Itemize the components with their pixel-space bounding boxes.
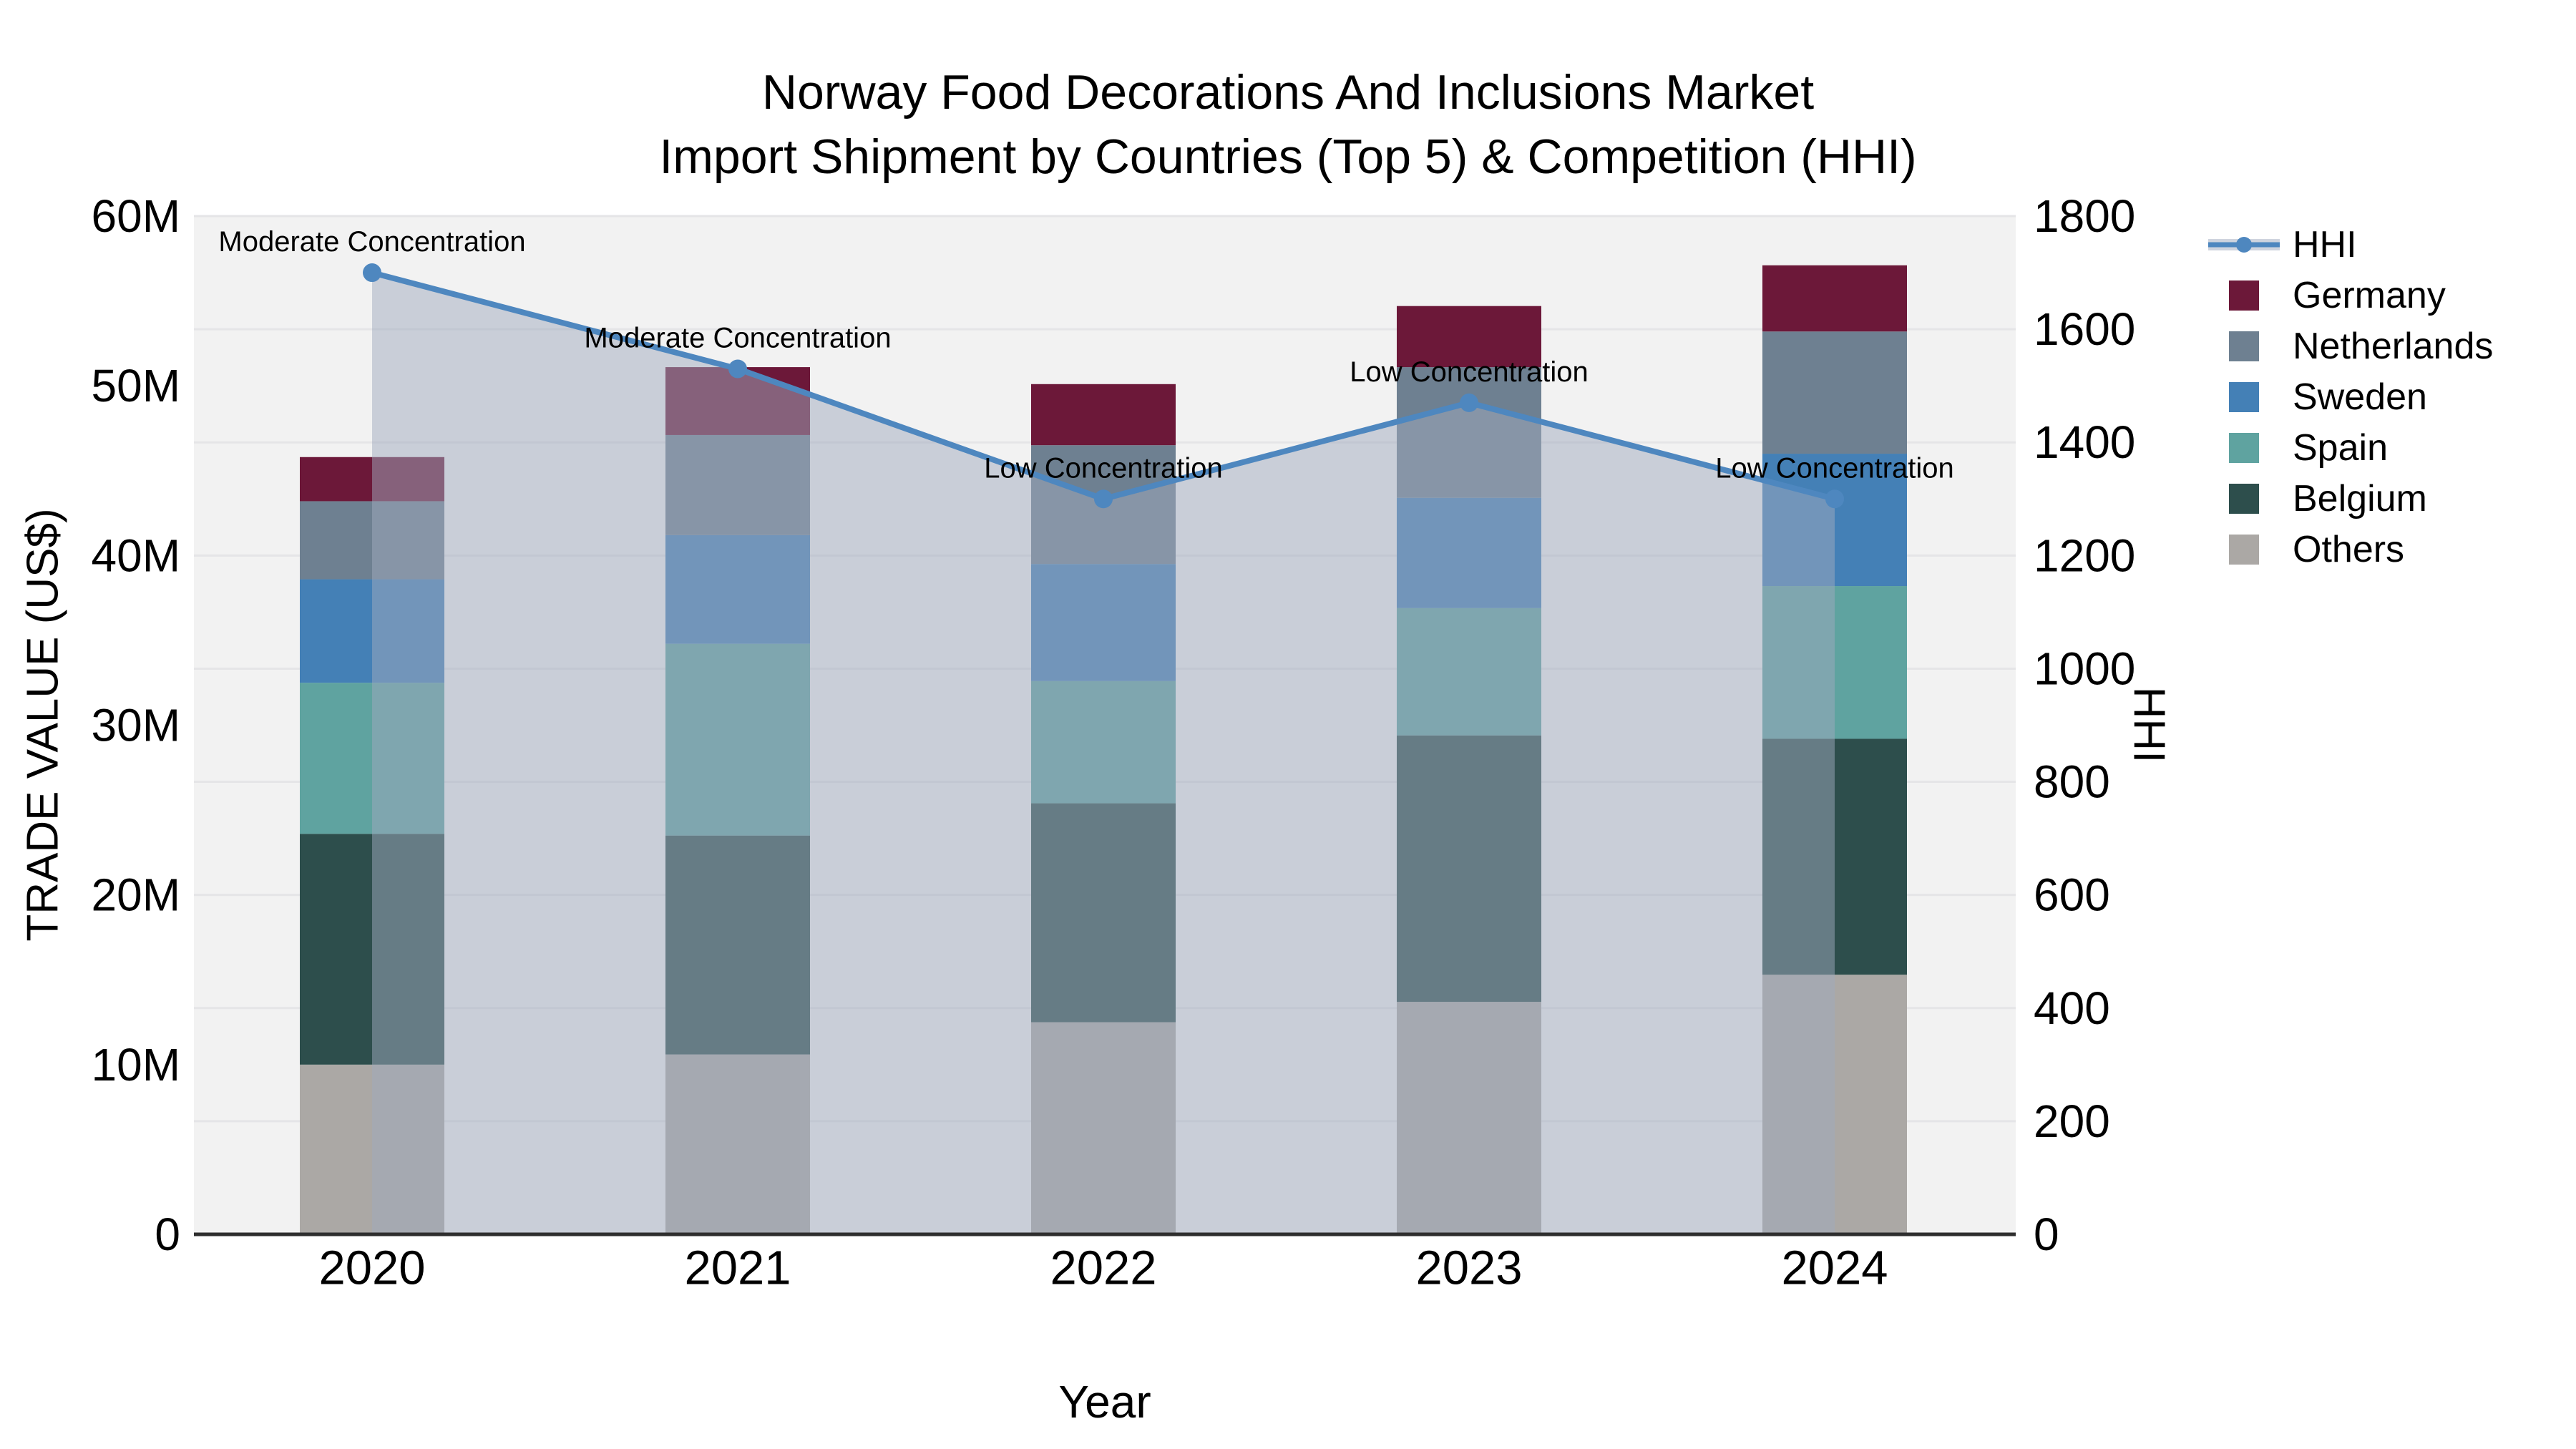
color-swatch-belgium: [2228, 482, 2260, 515]
y-right-tick-1800: 1800: [2034, 190, 2135, 242]
y-left-tick-50M: 50M: [92, 360, 181, 411]
legend-label: Sweden: [2293, 376, 2427, 418]
hhi-marker-2022[interactable]: [1094, 489, 1113, 509]
color-swatch-netherlands: [2228, 329, 2260, 363]
x-tick-2022: 2022: [1050, 1241, 1156, 1295]
x-axis-title: Year: [1058, 1376, 1151, 1428]
legend-label: Belgium: [2293, 477, 2427, 519]
legend-swatch-icon: [2208, 329, 2280, 363]
annotation-2020: Moderate Concentration: [218, 226, 525, 258]
y-left-axis-title: TRADE VALUE (US$): [19, 508, 68, 941]
hhi-line-sample-icon: [2208, 229, 2280, 260]
legend-item-sweden[interactable]: Sweden: [2208, 371, 2493, 422]
color-swatch-others: [2228, 532, 2260, 566]
bar-segment-germany-2022[interactable]: [1031, 384, 1176, 446]
y-left-tick-40M: 40M: [92, 530, 181, 581]
y-right-tick-1000: 1000: [2034, 643, 2135, 694]
annotation-2021: Moderate Concentration: [584, 322, 891, 353]
legend-label: HHI: [2293, 223, 2357, 265]
legend: HHI Germany Netherlands Sweden Spain Belgium O…: [2208, 219, 2493, 575]
legend-item-spain[interactable]: Spain: [2208, 422, 2493, 473]
legend-label: Netherlands: [2293, 325, 2494, 367]
y-right-tick-200: 200: [2034, 1096, 2110, 1147]
legend-swatch-icon: [2208, 431, 2280, 464]
y-right-tick-1600: 1600: [2034, 303, 2135, 355]
y-right-axis-title: HHI: [2124, 687, 2174, 763]
legend-item-hhi[interactable]: HHI: [2208, 219, 2493, 270]
hhi-marker-2023[interactable]: [1460, 393, 1478, 412]
bar-segment-germany-2024[interactable]: [1762, 265, 1907, 332]
color-swatch-spain: [2228, 431, 2260, 464]
legend-item-belgium[interactable]: Belgium: [2208, 473, 2493, 524]
chart-title: Norway Food Decorations And Inclusions M…: [0, 60, 2576, 189]
y-left-tick-30M: 30M: [92, 700, 181, 751]
y-right-tick-1400: 1400: [2034, 416, 2135, 468]
legend-item-others[interactable]: Others: [2208, 524, 2493, 575]
legend-swatch-icon: [2208, 482, 2280, 515]
x-tick-2021: 2021: [684, 1241, 791, 1295]
y-right-tick-800: 800: [2034, 756, 2110, 808]
y-left-tick-60M: 60M: [92, 190, 181, 242]
legend-item-netherlands[interactable]: Netherlands: [2208, 321, 2493, 371]
y-left-tick-10M: 10M: [92, 1039, 181, 1091]
legend-item-germany[interactable]: Germany: [2208, 270, 2493, 321]
hhi-marker-2024[interactable]: [1825, 489, 1844, 509]
bar-segment-germany-2023[interactable]: [1397, 306, 1541, 368]
legend-swatch-icon: [2208, 532, 2280, 566]
annotation-2024: Low Concentration: [1715, 452, 1954, 484]
y-right-tick-1200: 1200: [2034, 530, 2135, 581]
annotation-2022: Low Concentration: [984, 452, 1223, 484]
legend-label: Others: [2293, 528, 2405, 570]
y-left-tick-20M: 20M: [92, 869, 181, 921]
legend-swatch-icon: [2208, 278, 2280, 312]
color-swatch-sweden: [2228, 380, 2260, 414]
x-tick-2023: 2023: [1415, 1241, 1522, 1295]
hhi-marker-2020[interactable]: [363, 263, 381, 283]
y-left-tick-0: 0: [155, 1209, 180, 1260]
chart-title-line2: Import Shipment by Countries (Top 5) & C…: [659, 130, 1917, 184]
y-right-tick-400: 400: [2034, 982, 2110, 1034]
legend-label: Spain: [2293, 426, 2388, 469]
bar-segment-netherlands-2024[interactable]: [1762, 331, 1907, 454]
hhi-marker-2021[interactable]: [728, 359, 747, 379]
x-tick-2020: 2020: [318, 1241, 425, 1295]
annotation-2023: Low Concentration: [1350, 356, 1589, 388]
y-right-tick-600: 600: [2034, 869, 2110, 921]
legend-label: Germany: [2293, 274, 2446, 316]
x-tick-2024: 2024: [1781, 1241, 1888, 1295]
chart-title-line1: Norway Food Decorations And Inclusions M…: [761, 65, 1815, 119]
legend-swatch-icon: [2208, 380, 2280, 414]
color-swatch-germany: [2228, 278, 2260, 312]
hhi-area-fill: [372, 273, 1835, 1234]
y-right-tick-0: 0: [2034, 1209, 2059, 1260]
